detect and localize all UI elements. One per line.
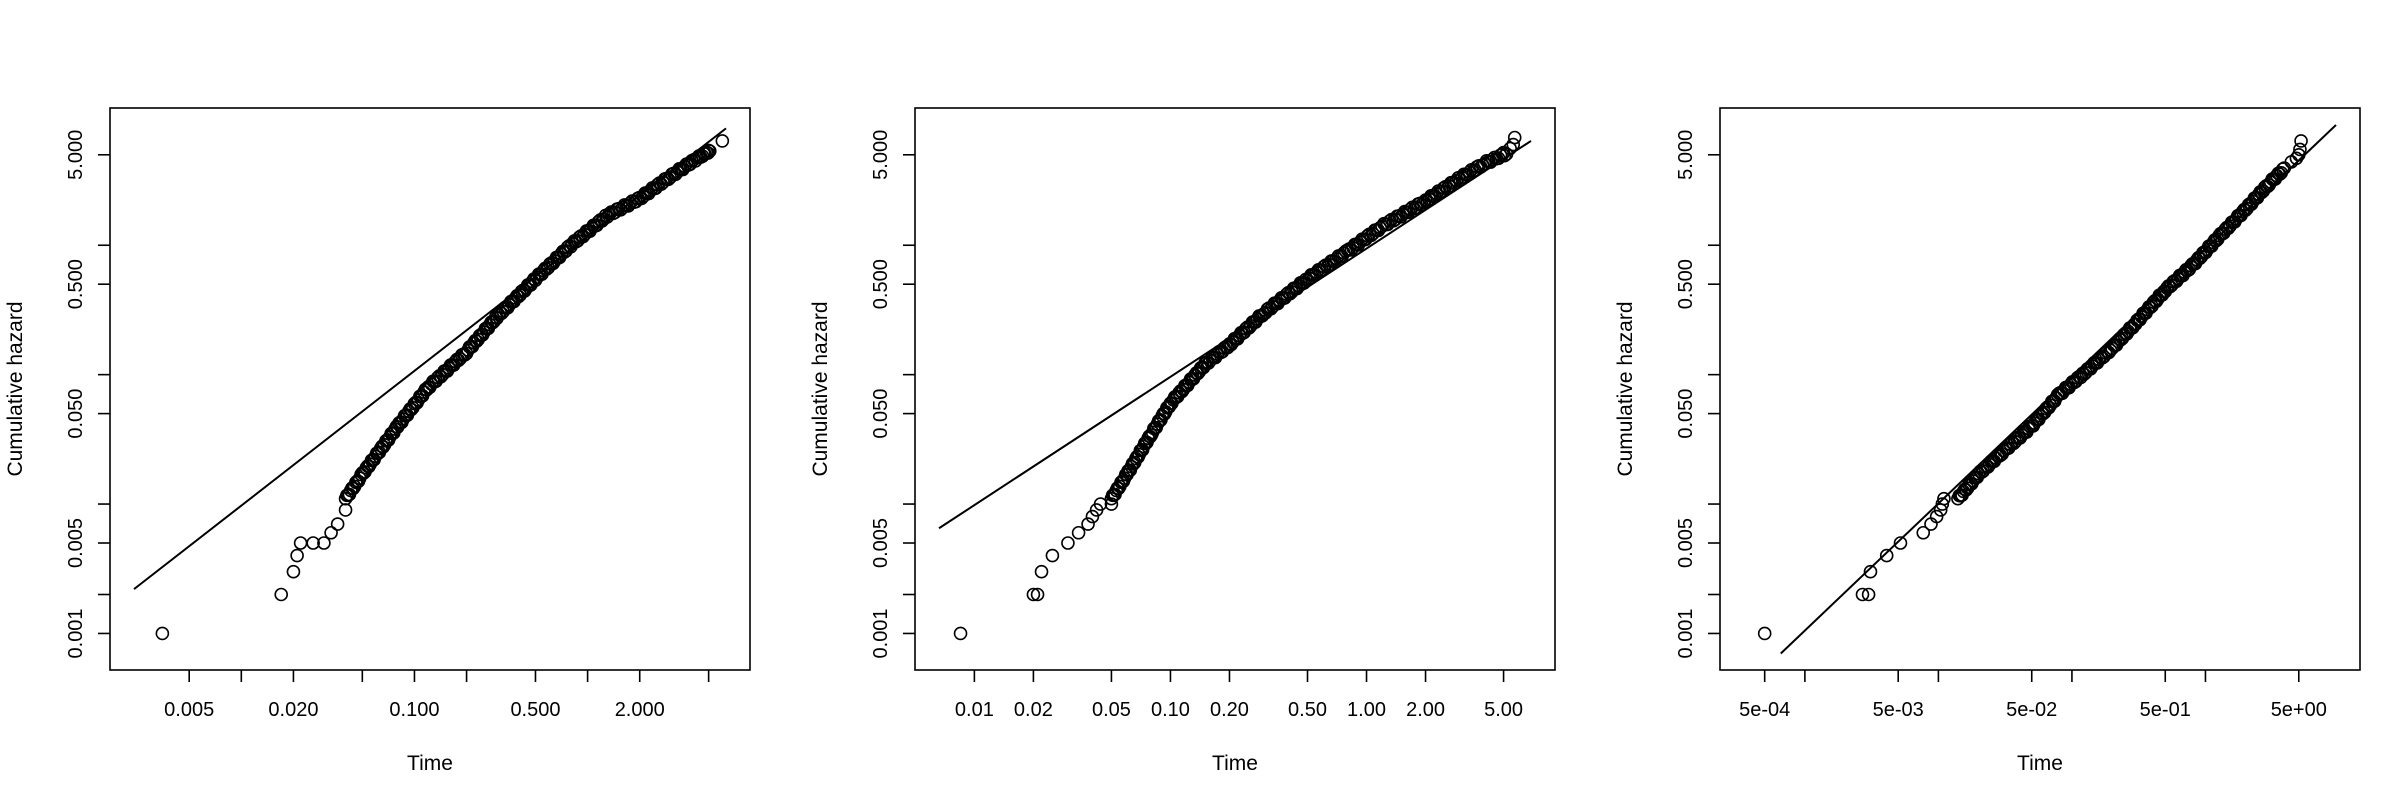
- data-point: [1893, 536, 1908, 550]
- data-point: [1111, 481, 1126, 496]
- x-tick-label: 0.02: [1014, 699, 1053, 721]
- x-tick-label: 5e-01: [2140, 699, 2191, 721]
- y-tick-label: 5.000: [870, 130, 892, 180]
- data-point: [1026, 587, 1041, 602]
- chart-panel-3: 5e-04 5e-03 5e-02 5e-01 5e+00 0.001 0.005 0.050…: [1614, 107, 2361, 775]
- y-tick-label: 0.050: [65, 389, 87, 439]
- data-point: [1863, 564, 1878, 579]
- x-tick-label: 0.005: [164, 699, 214, 721]
- data-point: [338, 503, 353, 517]
- x-tick-label: 5e-03: [1873, 699, 1924, 721]
- data-point: [1071, 525, 1086, 540]
- data-point: [1935, 497, 1950, 511]
- data-point: [2294, 134, 2308, 148]
- x-tick-label: 0.020: [268, 699, 318, 721]
- data-point: [1081, 517, 1095, 531]
- x-tick-label: 5e-02: [2006, 699, 2057, 721]
- data-point: [1030, 587, 1045, 602]
- y-tick-label: 0.500: [1675, 259, 1697, 309]
- data-point: [274, 587, 289, 602]
- x-tick-label: 0.500: [510, 699, 560, 721]
- x-tick-label: 2.00: [1406, 699, 1445, 721]
- data-point: [2291, 147, 2306, 162]
- data-point: [2289, 151, 2304, 166]
- x-tick-label: 0.20: [1210, 699, 1249, 721]
- y-tick-label: 0.050: [1675, 389, 1697, 439]
- x-tick-label: 5e-04: [1739, 699, 1790, 721]
- data-point: [685, 153, 699, 168]
- data-point: [1255, 309, 1270, 323]
- x-tick-label: 5.00: [1484, 699, 1523, 721]
- x-axis-label: Time: [2017, 752, 2063, 775]
- x-tick-label: 2.000: [615, 699, 665, 721]
- plot-frame: [109, 107, 751, 671]
- y-tick-label: 0.005: [1675, 518, 1697, 568]
- y-tick-label: 0.001: [65, 608, 87, 658]
- x-tick-label: 0.50: [1288, 699, 1327, 721]
- plot-frame: [1719, 107, 2361, 671]
- data-point: [1937, 491, 1951, 506]
- y-tick-label: 5.000: [65, 130, 87, 180]
- data-point: [293, 536, 308, 550]
- x-tick-label: 5e+00: [2271, 699, 2327, 721]
- x-axis-label: Time: [1212, 752, 1258, 775]
- data-point: [324, 525, 338, 540]
- data-point: [701, 143, 716, 158]
- y-tick-label: 0.500: [870, 259, 892, 309]
- data-point: [1929, 509, 1944, 524]
- y-tick-label: 0.001: [870, 608, 892, 658]
- x-tick-label: 0.05: [1092, 699, 1131, 721]
- data-point: [290, 548, 304, 563]
- y-axis-label: Cumulative hazard: [4, 301, 27, 476]
- y-axis-label: Cumulative hazard: [809, 301, 832, 476]
- x-tick-label: 0.100: [389, 699, 439, 721]
- data-point: [1861, 587, 1876, 602]
- data-point: [1916, 525, 1931, 540]
- y-tick-label: 0.001: [1675, 608, 1697, 658]
- y-tick-label: 0.500: [65, 259, 87, 309]
- y-tick-label: 0.005: [870, 518, 892, 568]
- chart-panel-2: 0.01 0.02 0.05 0.10 0.20 0.50 1.00 2.00 5.00 0.00…: [809, 107, 1556, 775]
- data-point: [2293, 142, 2307, 157]
- data-point: [1061, 536, 1075, 550]
- data-point: [306, 536, 320, 550]
- data-point: [1104, 497, 1119, 511]
- x-tick-label: 1.00: [1347, 699, 1386, 721]
- x-axis-label: Time: [407, 752, 453, 775]
- x-tick-label: 0.10: [1151, 699, 1190, 721]
- data-point: [330, 517, 345, 531]
- data-point: [715, 134, 730, 148]
- y-tick-label: 0.050: [870, 389, 892, 439]
- data-point: [317, 536, 331, 550]
- data-point: [1506, 137, 1521, 152]
- data-point: [1496, 145, 1511, 160]
- x-tick-label: 0.01: [955, 699, 994, 721]
- data-point: [1757, 626, 1772, 641]
- chart-panel-1: 0.005 0.020 0.100 0.500 2.000 0.001 0.005 0.050…: [4, 107, 751, 775]
- data-point: [1093, 497, 1108, 511]
- data-point: [155, 626, 170, 641]
- data-point: [1855, 587, 1870, 602]
- plot-frame: [914, 107, 1556, 671]
- data-point: [1045, 548, 1060, 563]
- data-point: [1085, 509, 1100, 524]
- data-point: [1034, 564, 1049, 579]
- data-point: [286, 564, 301, 579]
- data-point: [1507, 130, 1522, 145]
- data-point: [1879, 548, 1894, 563]
- y-axis-label: Cumulative hazard: [1614, 301, 1637, 476]
- y-tick-label: 0.005: [65, 518, 87, 568]
- data-point: [953, 626, 968, 641]
- y-tick-label: 5.000: [1675, 130, 1697, 180]
